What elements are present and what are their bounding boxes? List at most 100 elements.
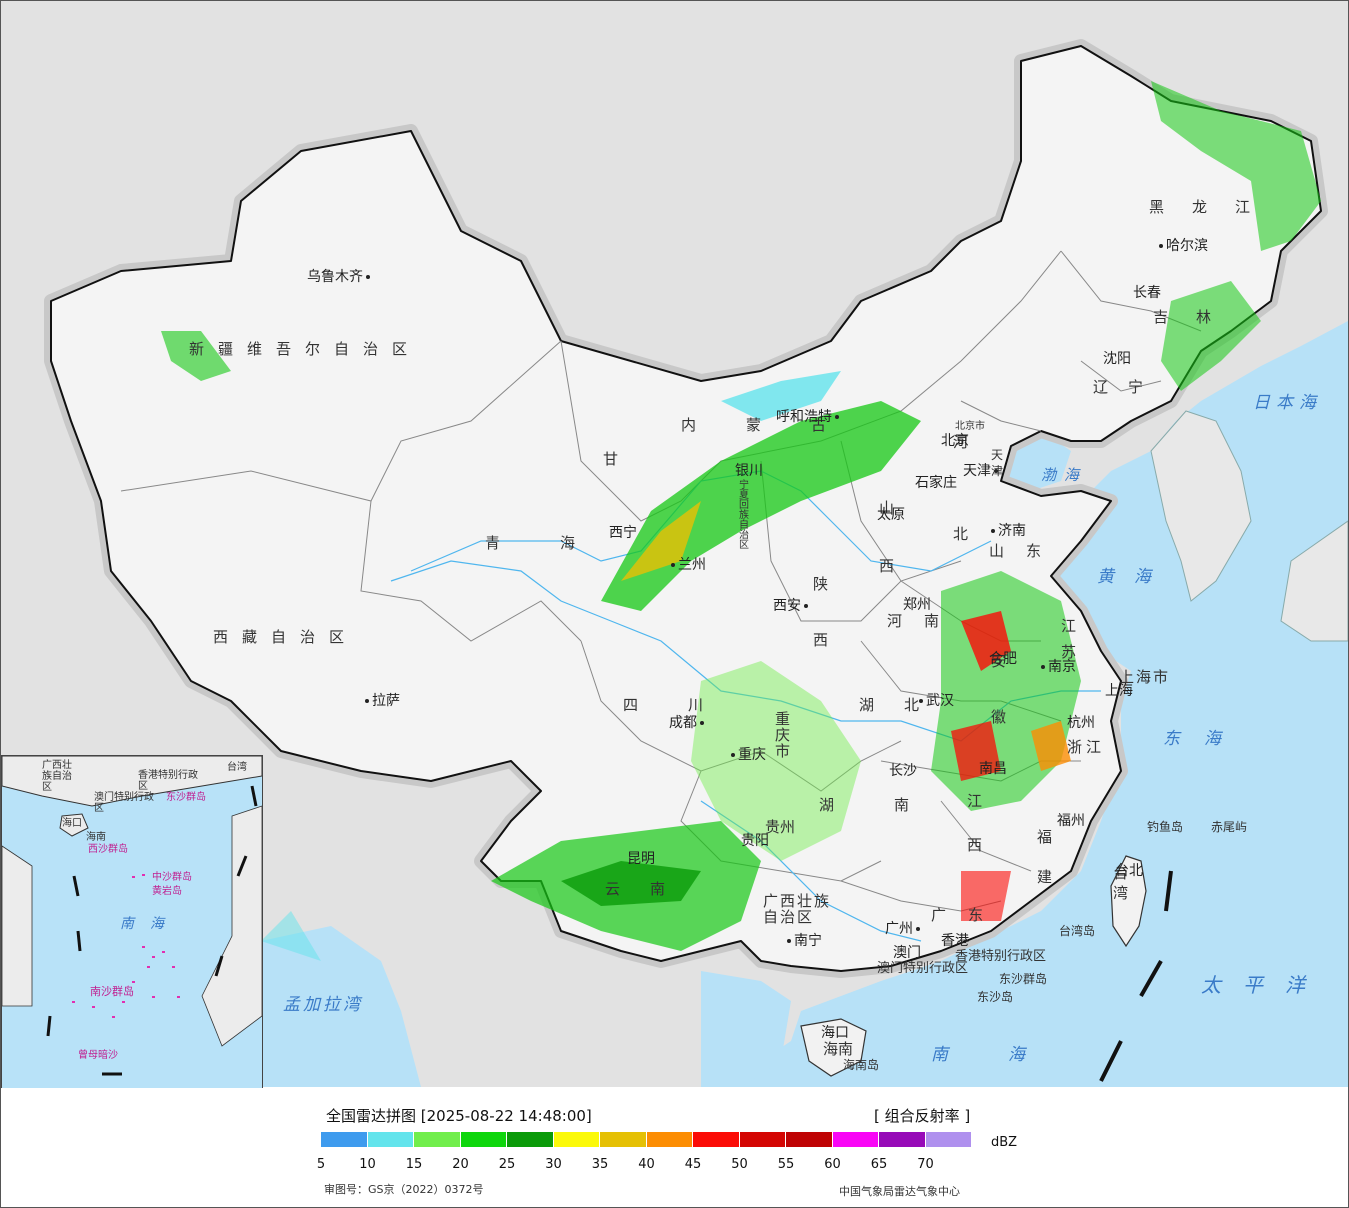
island-hainan: 海南岛 (843, 1058, 880, 1072)
sea-donghai: 东海 (1163, 729, 1245, 749)
inset-canvas (2, 756, 262, 1076)
label-guizhou: 贵州 (765, 818, 796, 836)
label-taiwan: 台湾 (1113, 864, 1129, 902)
label-liaoning: 辽宁 (1093, 378, 1164, 396)
japan (1280, 520, 1348, 642)
legend-swatch (367, 1132, 413, 1147)
inset-nanhai: 南海 (120, 916, 180, 932)
legend-tick-label: 15 (405, 1157, 423, 1172)
inset-xisha: 西沙群岛 (88, 844, 128, 855)
city-guangzhou: 广州 (885, 921, 920, 937)
label-chongqing: 重庆市 (775, 710, 791, 760)
legend-swatch (507, 1132, 553, 1147)
inset-haikou: 海口 (62, 818, 82, 829)
label-beijing-province: 北京市 (955, 421, 985, 432)
sea-pacific: 太平洋 (1201, 973, 1327, 997)
city-shanghai: 上海 (1105, 683, 1133, 699)
inset-guangxi: 广西壮族自治区 (42, 760, 72, 793)
hainan-island (800, 1018, 867, 1077)
label-jilin: 吉林 (1153, 308, 1240, 326)
legend-swatch (553, 1132, 599, 1147)
city-beijing: 北京 (941, 433, 969, 449)
legend-swatch (879, 1132, 925, 1147)
legend-swatch (786, 1132, 832, 1147)
label-jiangxi: 江西 (967, 792, 983, 854)
legend-swatch (600, 1132, 646, 1147)
legend-swatch (925, 1132, 971, 1147)
legend-unit: dBZ (991, 1135, 1018, 1150)
label-shanxi: 山西 (879, 499, 895, 575)
label-guangxi: 广西壮族自治区 (763, 892, 832, 926)
label-zhejiang: 浙江 (1067, 738, 1106, 756)
label-jiangsu: 江苏 (1061, 617, 1077, 661)
city-yinchuan: 银川 (735, 463, 763, 479)
city-lanzhou: 兰州 (671, 557, 706, 573)
city-harbin: 哈尔滨 (1159, 238, 1208, 254)
label-hebei: 河北 (953, 433, 969, 543)
label-gansu: 甘 (603, 450, 619, 468)
legend-tick-label: 45 (684, 1157, 702, 1172)
label-shanghai-province: 上海市 (1119, 668, 1171, 686)
city-jinan: 济南 (991, 523, 1026, 539)
gulf-of-tonkin (701, 971, 791, 1087)
city-hangzhou: 杭州 (1067, 715, 1095, 731)
label-sichuan: 四川 (623, 696, 754, 714)
legend-tick-label: 30 (545, 1157, 562, 1172)
city-chongqing: 重庆 (731, 747, 766, 763)
city-chengdu: 成都 (669, 715, 704, 731)
radar-map: 新疆维吾尔自治区 西藏自治区 青海 甘 内蒙古 四川 重庆市 陕西 山西 河南 … (1, 1, 1348, 1089)
city-changchun: 长春 (1133, 285, 1161, 301)
island-diaoyu: 钓鱼岛 (1147, 820, 1184, 834)
city-guiyang: 贵阳 (741, 833, 769, 849)
bay-of-bengal (261, 926, 421, 1087)
city-haikou: 海口 (821, 1025, 849, 1041)
label-xizang: 西藏自治区 (213, 628, 359, 646)
city-shijiazhuang: 石家庄 (915, 475, 957, 491)
label-xinjiang: 新疆维吾尔自治区 (189, 340, 422, 358)
city-urumqi: 乌鲁木齐 (307, 269, 370, 285)
label-heilongjiang: 黑龙江 (1149, 198, 1279, 216)
label-fujian: 福建 (1037, 828, 1053, 886)
city-hohhot: 呼和浩特 (776, 409, 839, 425)
sea-bay-of-bengal: 孟加拉湾 (283, 995, 363, 1015)
legend-tick-label: 40 (638, 1157, 655, 1172)
label-shandong: 山东 (989, 542, 1064, 560)
korea-peninsula (1150, 410, 1252, 602)
city-shenyang: 沈阳 (1103, 351, 1131, 367)
legend-swatch (646, 1132, 692, 1147)
label-anhui: 安徽 (991, 652, 1007, 726)
city-taiyuan: 太原 (877, 507, 905, 523)
legend-product: [ 组合反射率 ] (874, 1107, 971, 1125)
city-nanjing: 南京 (1041, 659, 1076, 675)
city-changsha: 长沙 (889, 763, 917, 779)
label-qinghai: 青海 (485, 534, 636, 552)
legend-swatch (832, 1132, 878, 1147)
legend-tick-label: 55 (777, 1157, 795, 1172)
legend-tick-label: 5 (316, 1157, 326, 1172)
label-hainan: 海南 (823, 1040, 854, 1058)
city-wuhan: 武汉 (919, 693, 954, 709)
island-taiwan: 台湾岛 (1059, 924, 1096, 938)
label-macau-sar: 澳门特别行政区 (877, 961, 969, 976)
city-macau: 澳门 (893, 945, 921, 961)
label-hunan: 湖南 (819, 796, 970, 814)
city-hongkong: 香港 (941, 933, 969, 949)
legend-swatch (414, 1132, 460, 1147)
legend-tick-label: 70 (917, 1157, 934, 1172)
inset-hainan: 海南 (86, 832, 106, 843)
sea-boundary-dashes (1099, 870, 1173, 1082)
island-dongsha-group: 东沙群岛 (999, 972, 1048, 986)
legend-panel: 全国雷达拼图 [2025-08-22 14:48:00] [ 组合反射率 ] d… (1, 1088, 1348, 1207)
city-taibei: 台北 (1115, 863, 1143, 879)
inset-macau: 澳门特别行政区 (94, 792, 154, 814)
legend-tick-label: 25 (498, 1157, 516, 1172)
label-ningxia: 宁夏回族自治区 (739, 480, 749, 551)
legend-source: 中国气象局雷达气象中心 (839, 1185, 960, 1198)
sea-nanhai: 南海 (931, 1045, 1085, 1065)
city-nanning: 南宁 (787, 933, 822, 949)
label-guangdong: 广东 (931, 906, 1006, 924)
city-fuzhou: 福州 (1057, 813, 1085, 829)
map-canvas (44, 39, 1348, 1087)
city-xian: 西安 (773, 598, 808, 614)
